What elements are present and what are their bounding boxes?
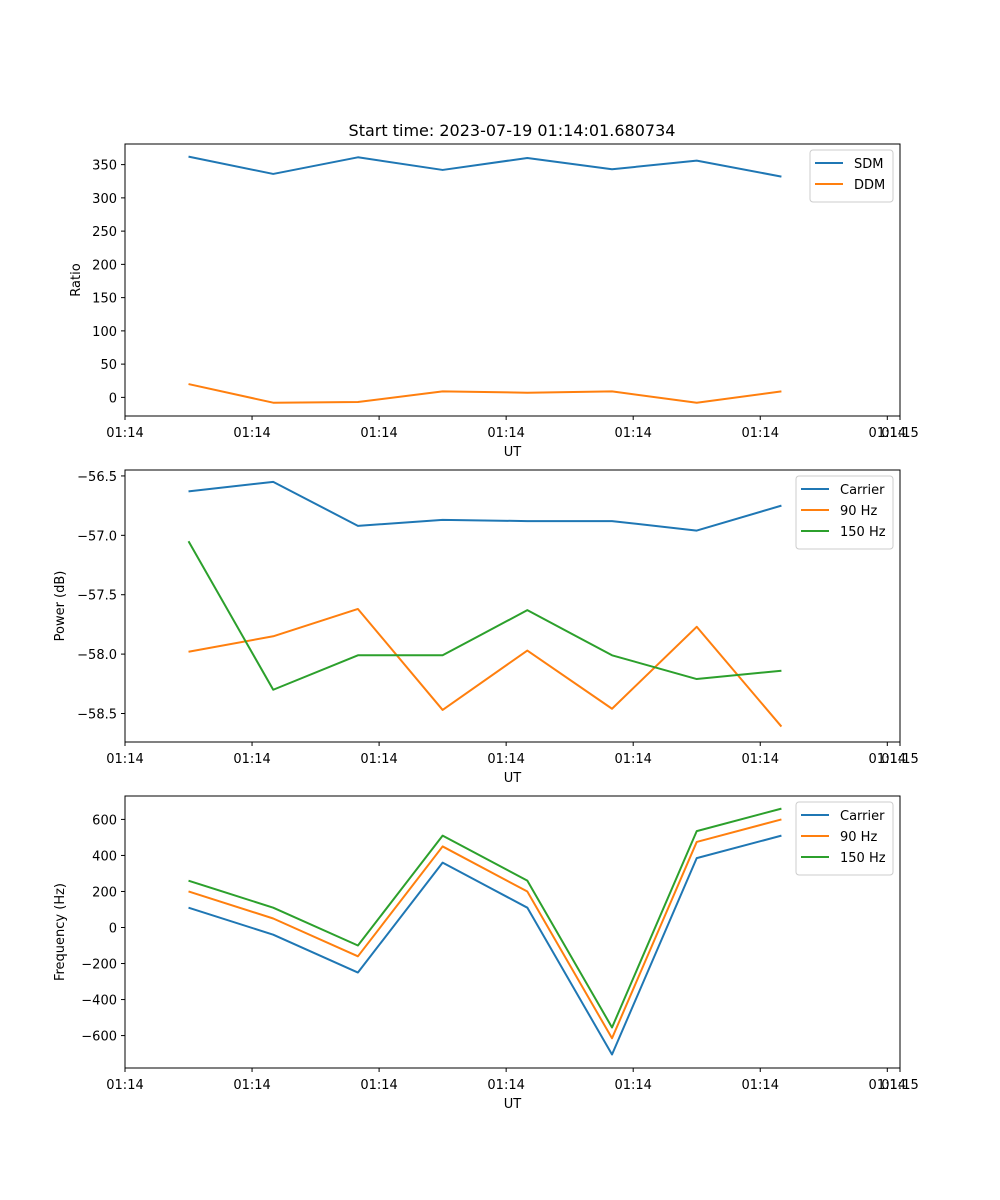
power-series-line-carrier xyxy=(188,480,782,532)
frequency-y-tick-label: 600 xyxy=(92,813,117,828)
frequency-y-tick-label: −400 xyxy=(81,994,117,1009)
ratio-y-tick-label: 100 xyxy=(92,325,117,340)
ratio-y-tick-label: 250 xyxy=(92,225,117,240)
frequency-y-tick-label: −600 xyxy=(81,1030,117,1045)
frequency-axes-frame xyxy=(124,795,901,1069)
power-series-line-150-hz xyxy=(187,540,782,691)
power-y-tick-label: −58.0 xyxy=(77,648,117,663)
frequency-legend-label: 150 Hz xyxy=(840,851,886,866)
ratio-x-tick-label: 01:15 xyxy=(881,426,918,441)
ratio-series-line-ddm xyxy=(188,383,782,404)
ratio-x-tick-label: 01:14 xyxy=(233,426,270,441)
frequency-y-tick-label: 200 xyxy=(92,885,117,900)
ratio-y-tick-label: 350 xyxy=(92,159,117,174)
ratio-x-tick-label: 01:14 xyxy=(742,426,779,441)
chart-title: Start time: 2023-07-19 01:14:01.680734 xyxy=(349,121,676,140)
ratio-series-line-sdm xyxy=(188,155,782,178)
ratio-x-tick-label: 01:14 xyxy=(614,426,651,441)
frequency-x-tick-label: 01:14 xyxy=(742,1078,779,1093)
frequency-x-tick-label: 01:14 xyxy=(106,1078,143,1093)
frequency-x-tick-label: 01:14 xyxy=(487,1078,524,1093)
power-x-tick-label: 01:14 xyxy=(742,752,779,767)
ratio-y-tick-label: 0 xyxy=(109,391,117,406)
ratio-legend-label: SDM xyxy=(854,157,883,172)
frequency-x-tick-label: 01:14 xyxy=(614,1078,651,1093)
ratio-y-tick-label: 50 xyxy=(100,358,117,373)
power-x-tick-label: 01:15 xyxy=(881,752,918,767)
power-series-line-90-hz xyxy=(188,607,783,728)
power-x-tick-label: 01:14 xyxy=(360,752,397,767)
frequency-series-line-carrier xyxy=(188,834,782,1056)
frequency-legend-label: Carrier xyxy=(840,809,885,824)
power-panel: −58.5 −58.0 −57.5 −57.0 −56.5 01:14 01:14 01:14… xyxy=(53,469,919,786)
ratio-x-axis-label: UT xyxy=(504,445,522,460)
ratio-x-tick-label: 01:14 xyxy=(869,426,906,441)
power-legend-label: 90 Hz xyxy=(840,504,877,519)
frequency-y-tick-label: −200 xyxy=(81,958,117,973)
frequency-x-axis-label: UT xyxy=(504,1097,522,1112)
ratio-x-tick-label: 01:14 xyxy=(360,426,397,441)
frequency-series-line-150-hz xyxy=(188,807,782,1029)
ratio-x-tick-label: 01:14 xyxy=(487,426,524,441)
power-axes-frame xyxy=(124,469,901,743)
ratio-y-tick-label: 150 xyxy=(92,292,117,307)
frequency-y-axis-label: Frequency (Hz) xyxy=(53,883,68,981)
ratio-axes-frame xyxy=(124,143,901,417)
power-x-tick-label: 01:14 xyxy=(106,752,143,767)
power-x-axis-label: UT xyxy=(504,771,522,786)
power-x-tick-label: 01:14 xyxy=(614,752,651,767)
frequency-y-tick-label: 400 xyxy=(92,849,117,864)
power-legend-label: Carrier xyxy=(840,483,885,498)
frequency-x-tick-label: 01:14 xyxy=(360,1078,397,1093)
power-x-tick-label: 01:14 xyxy=(869,752,906,767)
power-y-tick-label: −56.5 xyxy=(77,470,117,485)
power-legend-label: 150 Hz xyxy=(840,525,886,540)
frequency-x-tick-label: 01:15 xyxy=(881,1078,918,1093)
ratio-legend-label: DDM xyxy=(854,178,885,193)
power-x-tick-label: 01:14 xyxy=(233,752,270,767)
ratio-y-axis-label: Ratio xyxy=(69,263,84,296)
power-y-tick-label: −58.5 xyxy=(77,707,117,722)
frequency-x-tick-label: 01:14 xyxy=(233,1078,270,1093)
frequency-series-line-90-hz xyxy=(188,818,782,1040)
frequency-y-tick-label: 0 xyxy=(109,921,117,936)
frequency-legend-label: 90 Hz xyxy=(840,830,877,845)
power-y-tick-label: −57.0 xyxy=(77,529,117,544)
ratio-x-tick-label: 01:14 xyxy=(106,426,143,441)
power-y-tick-label: −57.5 xyxy=(77,589,117,604)
power-y-axis-label: Power (dB) xyxy=(53,571,68,642)
ratio-y-tick-label: 300 xyxy=(92,192,117,207)
frequency-x-tick-label: 01:14 xyxy=(869,1078,906,1093)
power-x-tick-label: 01:14 xyxy=(487,752,524,767)
ratio-y-tick-label: 200 xyxy=(92,258,117,273)
